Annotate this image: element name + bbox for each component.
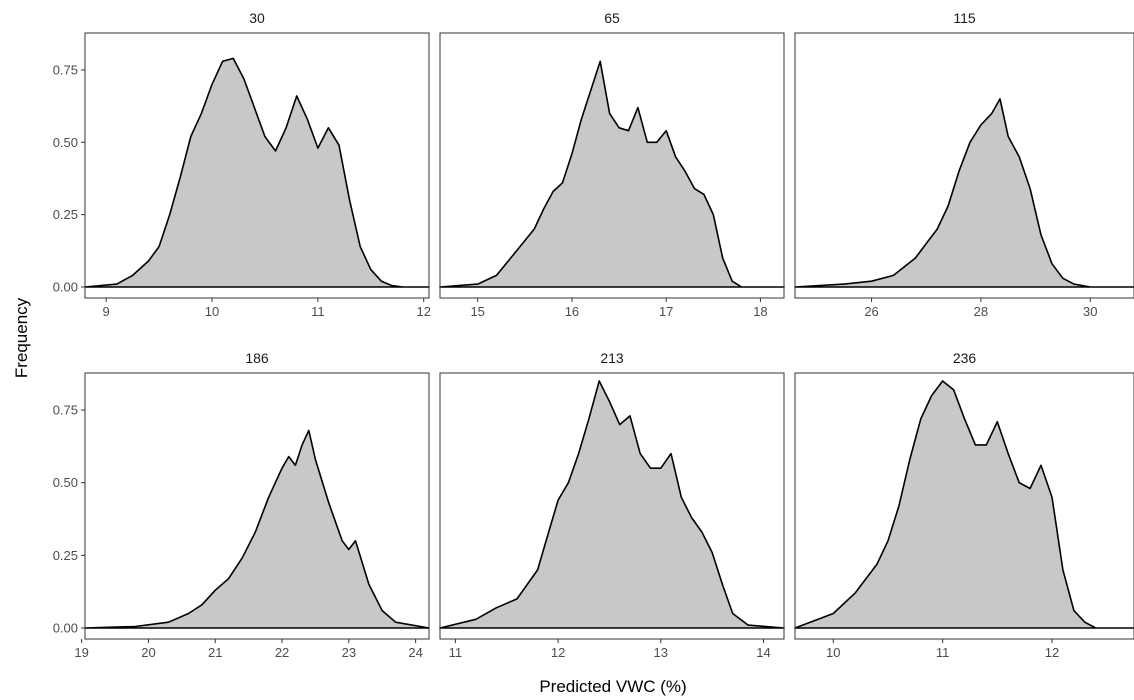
x-tick-label: 10 xyxy=(205,304,219,319)
y-tick-label: 0.75 xyxy=(53,403,78,418)
panel-border xyxy=(84,372,430,640)
x-tick-label: 20 xyxy=(141,645,155,660)
y-tick-label: 0.25 xyxy=(53,548,78,563)
panel-border xyxy=(439,372,785,640)
facet-panel-236: 236 10 11 12 xyxy=(794,350,1134,660)
density-area xyxy=(439,380,785,629)
panel-border xyxy=(794,372,1134,640)
x-tick-label: 12 xyxy=(1045,645,1059,660)
y-axis-title: Frequency xyxy=(12,297,31,378)
facet-strip-label: 65 xyxy=(604,10,620,26)
y-tick-label: 0.50 xyxy=(53,475,78,490)
x-tick-label: 19 xyxy=(74,645,88,660)
facet-panel-186: 186 19 20 21 22 23 24 0.00 0.25 0.50 0.75 xyxy=(53,350,430,660)
y-tick-label: 0.00 xyxy=(53,280,78,295)
x-tick-label: 12 xyxy=(551,645,565,660)
density-area xyxy=(794,380,1134,629)
facet-strip-label: 30 xyxy=(249,10,265,26)
density-area xyxy=(84,429,430,629)
x-tick-label: 22 xyxy=(275,645,289,660)
x-tick-label: 14 xyxy=(756,645,770,660)
facet-panel-65: 65 15 16 17 18 xyxy=(439,10,785,319)
facet-panel-115: 115 26 28 30 xyxy=(794,10,1134,319)
panel-border xyxy=(439,32,785,299)
x-tick-label: 11 xyxy=(936,645,950,660)
y-tick-label: 0.00 xyxy=(53,621,78,636)
density-area xyxy=(84,57,430,288)
density-area xyxy=(439,60,785,288)
facet-panel-30: 30 9 10 11 12 0.00 0.25 0.50 0.75 xyxy=(53,10,431,319)
x-tick-label: 16 xyxy=(565,304,579,319)
panel-border xyxy=(794,32,1134,299)
x-tick-label: 24 xyxy=(408,645,422,660)
x-tick-label: 13 xyxy=(654,645,668,660)
facet-strip-label: 213 xyxy=(600,350,624,366)
x-axis-title: Predicted VWC (%) xyxy=(539,677,686,696)
x-tick-label: 9 xyxy=(103,304,110,319)
x-tick-label: 12 xyxy=(416,304,430,319)
x-tick-label: 11 xyxy=(311,304,325,319)
facet-strip-label: 186 xyxy=(245,350,269,366)
panel-border xyxy=(84,32,430,299)
density-area xyxy=(794,98,1134,288)
x-tick-label: 21 xyxy=(208,645,222,660)
y-tick-label: 0.25 xyxy=(53,207,78,222)
x-tick-label: 11 xyxy=(449,645,463,660)
x-tick-label: 15 xyxy=(470,304,484,319)
y-tick-label: 0.75 xyxy=(53,62,78,77)
x-tick-label: 28 xyxy=(974,304,988,319)
x-tick-label: 10 xyxy=(826,645,840,660)
facet-panel-213: 213 11 12 13 14 xyxy=(439,350,785,660)
x-tick-label: 23 xyxy=(342,645,356,660)
x-tick-label: 26 xyxy=(864,304,878,319)
x-tick-label: 18 xyxy=(753,304,767,319)
x-tick-label: 30 xyxy=(1083,304,1097,319)
y-tick-label: 0.50 xyxy=(53,135,78,150)
facet-strip-label: 236 xyxy=(953,350,977,366)
facets-layer: 30 9 10 11 12 0.00 0.25 0.50 0.75 65 15 16 17 18 115 26… xyxy=(53,10,1134,660)
x-tick-label: 17 xyxy=(659,304,673,319)
facet-strip-label: 115 xyxy=(953,10,976,26)
